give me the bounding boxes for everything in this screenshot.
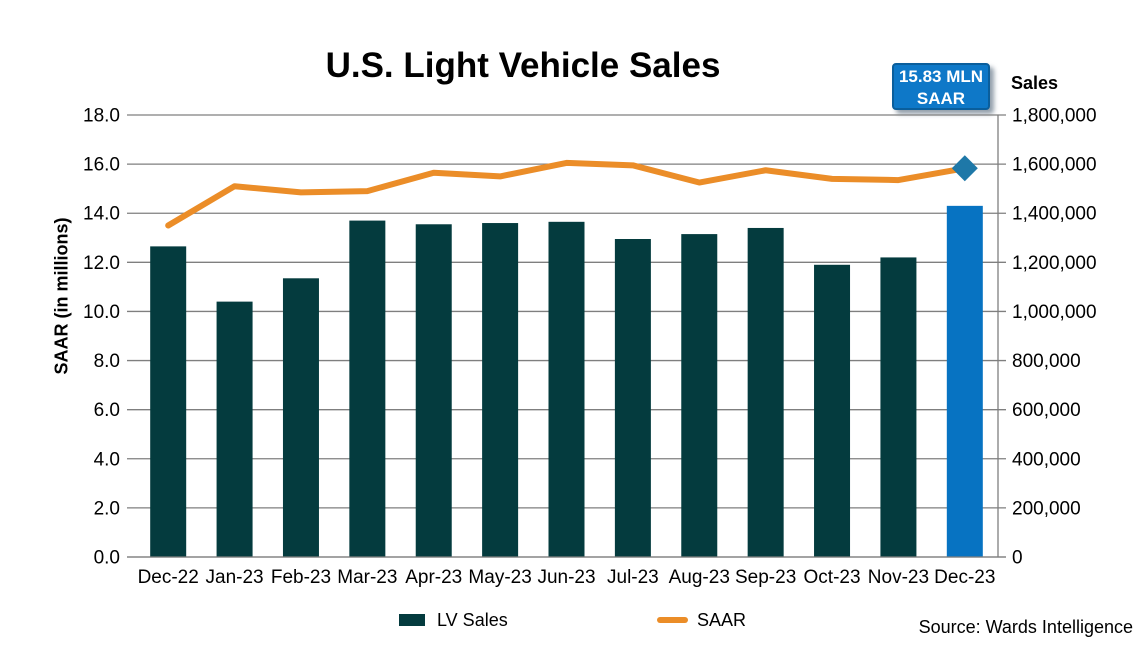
source-attribution: Source: Wards Intelligence (918, 617, 1133, 637)
legend-label-lv-sales: LV Sales (437, 609, 508, 630)
saar-swatch-icon (657, 617, 688, 623)
left-axis-tick: 0.0 (94, 548, 120, 569)
x-axis-label-Dec-23: Dec-23 (934, 567, 995, 588)
bar-Feb-23 (282, 278, 319, 557)
x-axis-label-Apr-23: Apr-23 (405, 567, 462, 588)
left-axis-tick: 14.0 (83, 204, 120, 225)
bar-May-23 (482, 223, 519, 558)
left-axis-tick: 18.0 (83, 106, 120, 127)
bar-Jul-23 (614, 239, 651, 557)
x-axis-label-Dec-22: Dec-22 (138, 567, 199, 588)
x-axis-label-Oct-23: Oct-23 (804, 567, 861, 588)
right-axis-title: Sales (1011, 73, 1059, 93)
x-axis-label-Nov-23: Nov-23 (868, 567, 929, 588)
callout-value: 15.83 MLN (898, 67, 984, 86)
x-axis-label-Sep-23: Sep-23 (735, 567, 796, 588)
x-axis-label-Feb-23: Feb-23 (271, 567, 331, 588)
x-axis-label-Mar-23: Mar-23 (337, 567, 397, 588)
right-axis-tick: 1,600,000 (1012, 155, 1097, 176)
right-axis-tick: 0 (1012, 548, 1023, 569)
chart-title: U.S. Light Vehicle Sales (325, 46, 721, 85)
left-axis-tick: 16.0 (83, 155, 120, 176)
right-axis-tick: 1,400,000 (1012, 204, 1097, 225)
legend-label-saar: SAAR (697, 609, 747, 630)
diamond-marker-icon (951, 155, 978, 182)
x-axis-label-Jul-23: Jul-23 (607, 567, 659, 588)
saar-callout-badge: 15.83 MLN SAAR (892, 63, 990, 110)
bar-Dec-22 (150, 246, 187, 557)
bar-Dec-23 (946, 205, 983, 557)
bar-Sep-23 (747, 227, 784, 557)
left-axis-tick: 10.0 (83, 302, 120, 323)
bar-Aug-23 (681, 234, 718, 557)
bar-Nov-23 (880, 257, 917, 557)
right-axis-tick: 1,800,000 (1012, 106, 1097, 127)
bar-Mar-23 (349, 220, 386, 558)
bar-Jan-23 (216, 301, 253, 557)
lv-sales-swatch-icon (399, 614, 425, 626)
left-axis-tick: 8.0 (94, 351, 120, 372)
bar-Jun-23 (548, 221, 585, 558)
left-axis-tick: 6.0 (94, 400, 120, 421)
saar-line (165, 159, 968, 229)
right-axis-tick: 1,000,000 (1012, 302, 1097, 323)
x-axis-label-May-23: May-23 (468, 567, 531, 588)
legend-item-saar: SAAR (657, 609, 747, 630)
right-axis-tick: 1,200,000 (1012, 253, 1097, 274)
x-axis-label-Jan-23: Jan-23 (206, 567, 264, 588)
left-axis-tick: 4.0 (94, 449, 120, 470)
x-axis-label-Jun-23: Jun-23 (537, 567, 595, 588)
right-axis-tick: 800,000 (1012, 351, 1081, 372)
right-axis-tick: 200,000 (1012, 498, 1081, 519)
right-axis-tick: 600,000 (1012, 400, 1081, 421)
callout-unit: SAAR (916, 89, 966, 108)
bar-Oct-23 (814, 264, 851, 557)
left-axis-tick: 12.0 (83, 253, 120, 274)
right-axis-tick: 400,000 (1012, 449, 1081, 470)
left-axis-tick: 2.0 (94, 498, 120, 519)
bar-Apr-23 (415, 224, 452, 557)
legend-item-lv-sales: LV Sales (399, 609, 508, 630)
x-axis-label-Aug-23: Aug-23 (669, 567, 730, 588)
